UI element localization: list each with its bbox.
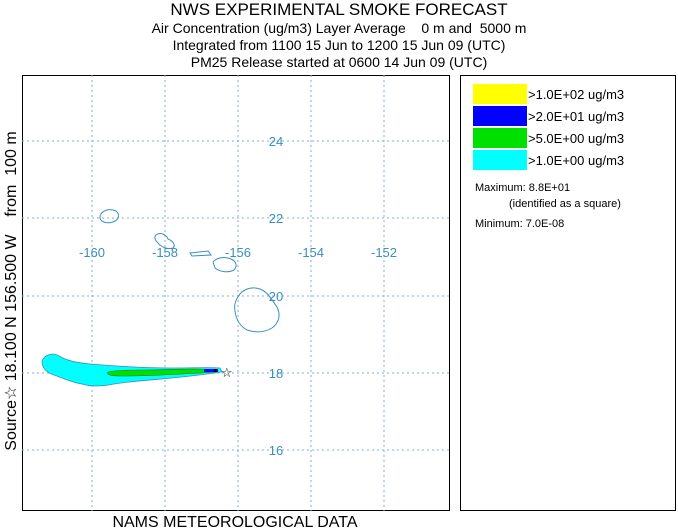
legend-label-1: >1.0E+02 ug/m3 — [528, 87, 625, 102]
map-frame — [22, 75, 450, 511]
island-molokai — [189, 250, 212, 257]
island-oahu — [154, 233, 175, 250]
island-niihau-kauai — [99, 209, 119, 224]
maximum-note: (identified as a square) — [509, 198, 621, 210]
lat-labels: 24 22 20 18 16 — [269, 134, 283, 458]
lon-label-156: -156 — [225, 245, 251, 260]
lon-label-152: -152 — [371, 245, 397, 260]
lon-labels: -160 -158 -156 -154 -152 — [79, 245, 397, 260]
concentration-subtitle: Air Concentration (ug/m3) Layer Average … — [151, 20, 527, 36]
lat-label-24: 24 — [269, 134, 283, 149]
smoke-plume — [41, 353, 223, 387]
minimum-value: Minimum: 7.0E-08 — [475, 218, 565, 230]
lat-label-22: 22 — [269, 211, 283, 226]
legend-swatch-green — [473, 128, 527, 148]
lat-label-20: 20 — [269, 289, 283, 304]
legend-swatch-blue — [473, 106, 527, 126]
forecast-title: NWS EXPERIMENTAL SMOKE FORECAST — [170, 0, 508, 19]
legend-frame — [460, 75, 676, 511]
release-start: PM25 Release started at 0600 14 Jun 09 (… — [190, 54, 488, 70]
lat-label-18: 18 — [269, 366, 283, 381]
legend-label-4: >1.0E+00 ug/m3 — [528, 153, 625, 168]
coastlines — [99, 209, 280, 333]
source-location-label: Source☆ 18.100 N 156.500 W from 100 m — [0, 0, 22, 532]
legend-swatch-cyan — [473, 150, 527, 170]
smoke-map: 24 22 20 18 16 -160 -158 -156 -154 -152 … — [22, 75, 450, 511]
lon-label-154: -154 — [298, 245, 324, 260]
maximum-value: Maximum: 8.8E+01 — [475, 182, 571, 194]
legend-swatch-yellow — [473, 84, 527, 104]
source-location-text: Source☆ 18.100 N 156.500 W from 100 m — [3, 131, 20, 451]
lon-label-160: -160 — [79, 245, 105, 260]
legend-label-3: >5.0E+00 ug/m3 — [528, 131, 625, 146]
legend-label-2: >2.0E+01 ug/m3 — [528, 109, 625, 124]
island-lanai-maui — [212, 257, 237, 273]
integration-period: Integrated from 1100 15 Jun to 1200 15 J… — [172, 37, 506, 53]
lat-label-16: 16 — [269, 443, 283, 458]
graticule — [22, 75, 450, 511]
met-data-footer: NAMS METEOROLOGICAL DATA — [112, 514, 358, 531]
source-star-icon: ☆ — [221, 366, 233, 381]
maximum-square — [214, 369, 217, 372]
island-hawaii — [234, 287, 280, 333]
